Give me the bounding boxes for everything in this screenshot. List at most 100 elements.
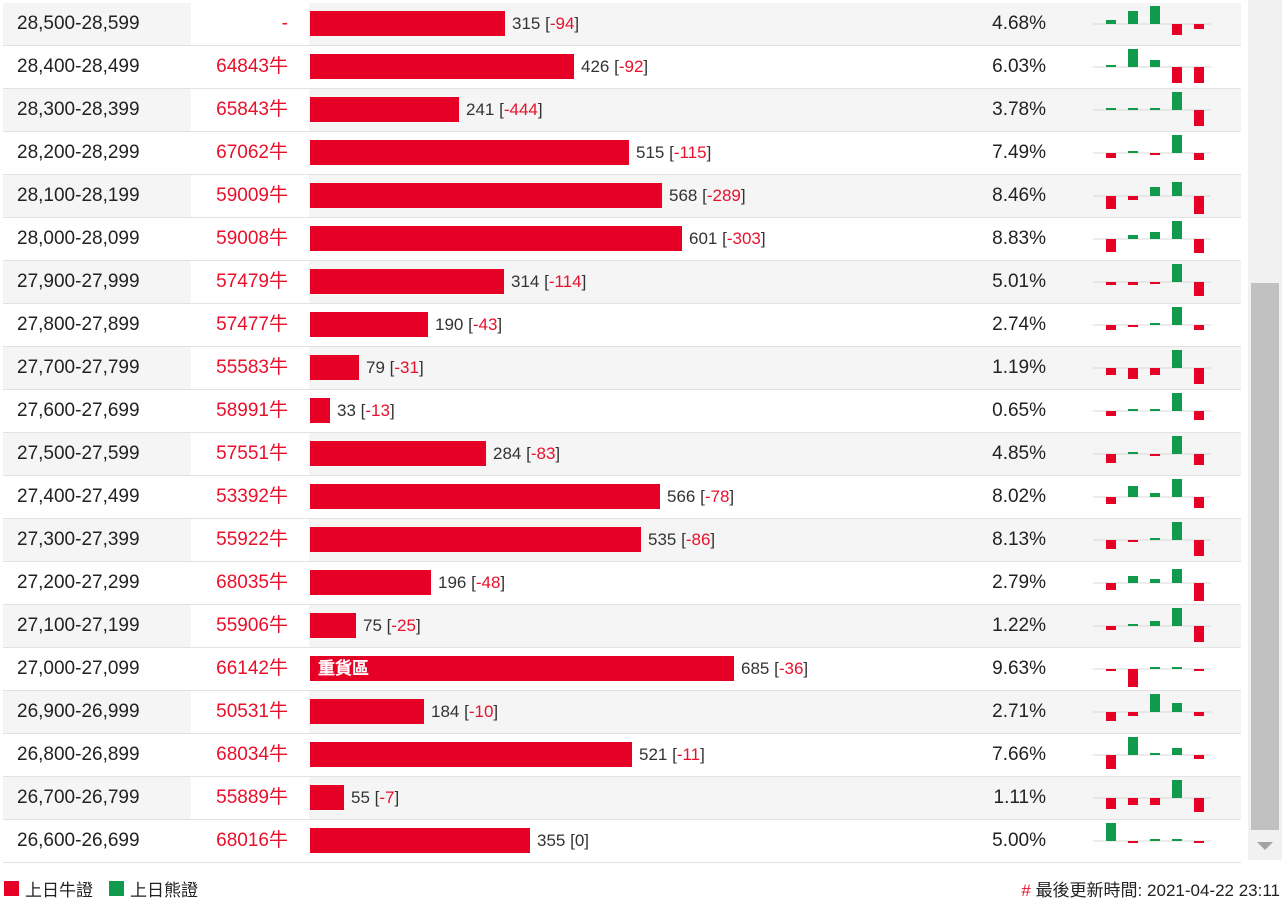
cbbc-code-link[interactable]: 50531牛	[216, 701, 288, 722]
sparkline-bull-bar	[1194, 411, 1204, 420]
sparkline-bull-bar	[1194, 454, 1204, 465]
code-cell: 59008牛	[191, 218, 309, 260]
trend-sparkline	[1093, 135, 1211, 160]
bracket-close: ]	[700, 745, 705, 764]
sparkline-bear-bar	[1150, 621, 1160, 626]
scrollbar-thumb[interactable]	[1251, 283, 1279, 830]
cbbc-code-link[interactable]: 59008牛	[216, 228, 288, 249]
volume-value: 284 [-83]	[493, 441, 560, 466]
bracket-open: [	[381, 616, 392, 635]
cbbc-code-link[interactable]: 57479牛	[216, 271, 288, 292]
price-range: 26,800-26,899	[17, 744, 140, 765]
bracket-close: ]	[729, 487, 735, 506]
bracket-close: ]	[394, 788, 400, 807]
cbbc-code-link[interactable]: 66142牛	[216, 658, 288, 679]
sparkline-bull-bar	[1128, 325, 1138, 327]
cbbc-code-link[interactable]: 55906牛	[216, 615, 288, 636]
table-row: 28,200-28,299 67062牛 515 [-115] 7.49%	[3, 132, 1241, 175]
volume-bar: 重貨區	[310, 656, 734, 681]
trend-sparkline	[1093, 667, 1211, 687]
volume-value: 75 [-25]	[363, 613, 421, 638]
cbbc-code-link[interactable]: 53392牛	[216, 486, 288, 507]
percentage: 5.00%	[992, 830, 1046, 851]
sparkline-bear-bar	[1128, 151, 1138, 153]
sparkline-bear-bar	[1172, 221, 1182, 239]
bracket-close: ]	[760, 229, 766, 248]
cbbc-code-link[interactable]: 68034牛	[216, 744, 288, 765]
price-range: 27,400-27,499	[17, 486, 140, 507]
volume-bar	[310, 269, 504, 294]
bracket-close: ]	[497, 315, 503, 334]
trend-sparkline	[1093, 436, 1211, 465]
volume-count: 55	[351, 788, 370, 807]
volume-bar	[310, 97, 459, 122]
bracket-open: [	[355, 401, 366, 420]
cbbc-code-link[interactable]: 64843牛	[216, 56, 288, 77]
code-cell: 55922牛	[191, 519, 309, 561]
bracket-close: ]	[493, 702, 499, 721]
sparkline-bull-bar	[1106, 497, 1116, 504]
bracket-open: [	[667, 745, 677, 764]
cbbc-code-link[interactable]: 57477牛	[216, 314, 288, 335]
sparkline-bull-bar	[1172, 24, 1182, 35]
percentage: 0.65%	[992, 400, 1046, 421]
volume-value: 535 [-86]	[648, 527, 715, 552]
bracket-close: ]	[574, 14, 580, 33]
price-range: 28,500-28,599	[17, 13, 140, 34]
cbbc-code-link[interactable]: -	[281, 13, 288, 34]
cbbc-code-link[interactable]: 57551牛	[216, 443, 288, 464]
sparkline-bear-bar	[1128, 11, 1138, 24]
volume-count: 33	[337, 401, 356, 420]
price-range: 27,200-27,299	[17, 572, 140, 593]
cbbc-code-link[interactable]: 55583牛	[216, 357, 288, 378]
code-cell: 53392牛	[191, 476, 309, 518]
percentage: 8.46%	[992, 185, 1046, 206]
cbbc-code-link[interactable]: 65843牛	[216, 99, 288, 120]
price-range: 28,200-28,299	[17, 142, 140, 163]
table-row: 27,300-27,399 55922牛 535 [-86] 8.13%	[3, 519, 1241, 562]
cbbc-code-link[interactable]: 58991牛	[216, 400, 288, 421]
bracket-close: ]	[389, 401, 395, 420]
sparkline-bear-bar	[1150, 409, 1160, 411]
bracket-close: ]	[803, 659, 809, 678]
volume-bar	[310, 312, 428, 337]
volume-bar	[310, 11, 505, 36]
scroll-down-arrow-icon[interactable]	[1257, 842, 1273, 850]
legend: 上日牛證 上日熊證	[4, 876, 214, 901]
sparkline-bear-bar	[1172, 780, 1182, 798]
bracket-open: [	[565, 831, 575, 850]
cbbc-code-link[interactable]: 68016牛	[216, 830, 288, 851]
cbbc-code-link[interactable]: 68035牛	[216, 572, 288, 593]
cbbc-distribution-table: 28,500-28,599-315 [-94] 4.68% 28,400-28,49…	[3, 3, 1241, 863]
volume-value: 79 [-31]	[366, 355, 424, 380]
table-row: 27,400-27,499 53392牛 566 [-78] 8.02%	[3, 476, 1241, 519]
percentage: 1.19%	[992, 357, 1046, 378]
bracket-open: [	[459, 702, 469, 721]
table-row: 27,000-27,099 66142牛 重貨區 685 [-36] 9.63%	[3, 648, 1241, 691]
volume-bar	[310, 828, 530, 853]
bracket-open: [	[717, 229, 727, 248]
volume-value: 355 [0]	[537, 828, 589, 853]
bracket-close: ]	[740, 186, 746, 205]
cbbc-code-link[interactable]: 59009牛	[216, 185, 288, 206]
percentage: 8.02%	[992, 486, 1046, 507]
percentage: 5.01%	[992, 271, 1046, 292]
sparkline-bull-bar	[1106, 411, 1116, 416]
table-row: 27,900-27,999 57479牛 314 [-114] 5.01%	[3, 261, 1241, 304]
volume-bar	[310, 570, 431, 595]
table-row: 27,700-27,799 55583牛 79 [-31] 1.19%	[3, 347, 1241, 390]
heavy-zone-tag: 重貨區	[318, 659, 369, 678]
volume-bar	[310, 742, 632, 767]
cbbc-code-link[interactable]: 55889牛	[216, 787, 288, 808]
cbbc-code-link[interactable]: 67062牛	[216, 142, 288, 163]
bracket-open: [	[539, 272, 549, 291]
volume-value: 33 [-13]	[337, 398, 395, 423]
volume-count: 75	[363, 616, 382, 635]
sparkline-bull-bar	[1194, 153, 1204, 160]
last-update: # 最後更新時間: 2021-04-22 23:11	[1021, 876, 1280, 901]
bracket-open: [	[695, 487, 705, 506]
cbbc-code-link[interactable]: 55922牛	[216, 529, 288, 550]
vertical-scrollbar[interactable]	[1248, 0, 1282, 860]
code-cell: 65843牛	[191, 89, 309, 131]
sparkline-bear-bar	[1106, 823, 1116, 841]
